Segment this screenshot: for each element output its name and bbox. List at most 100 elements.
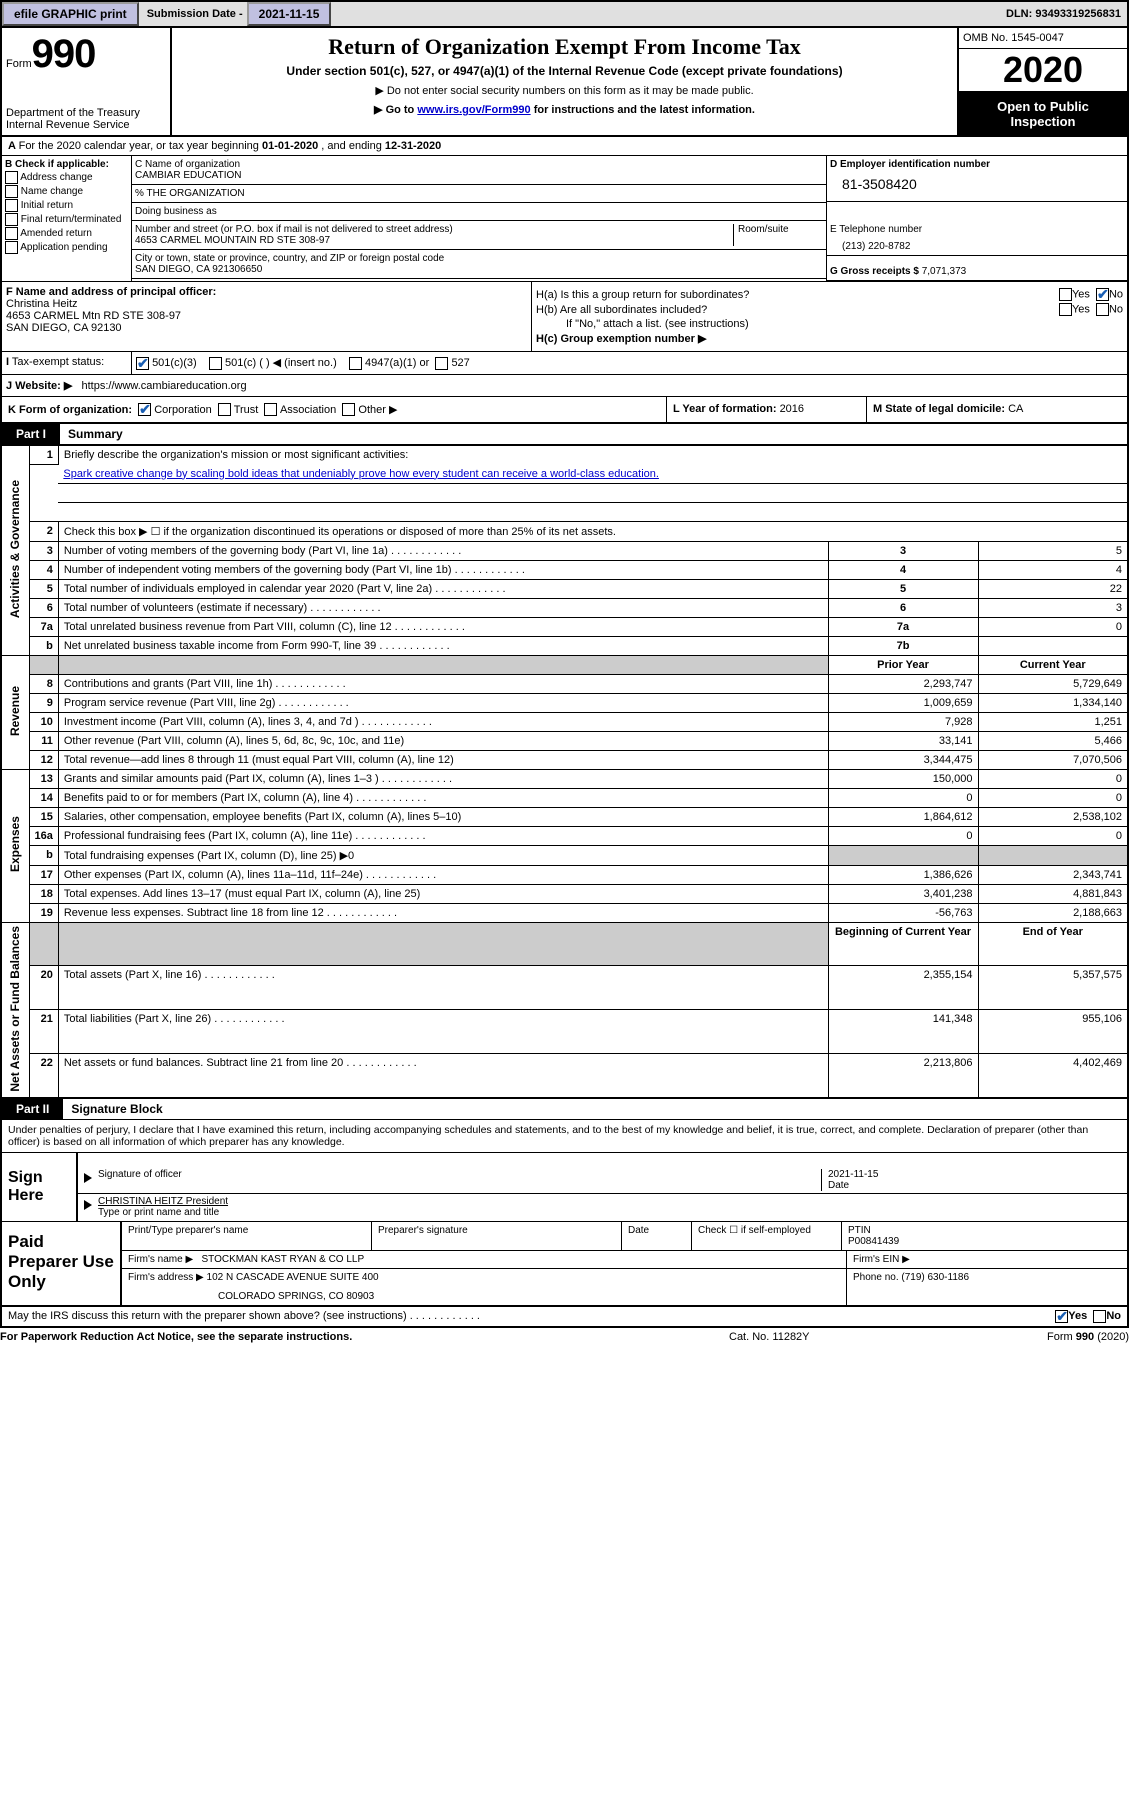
telephone: (213) 220-8782 — [830, 241, 910, 252]
firm-phone: (719) 630-1186 — [901, 1272, 969, 1283]
irs-discuss-yes[interactable] — [1055, 1310, 1068, 1323]
chk-amended-return[interactable]: Amended return — [5, 227, 128, 240]
chk-final-return[interactable]: Final return/terminated — [5, 213, 128, 226]
irs-discuss-row: May the IRS discuss this return with the… — [0, 1307, 1129, 1328]
form-subtitle: Under section 501(c), 527, or 4947(a)(1)… — [178, 64, 951, 78]
chk-corporation[interactable] — [138, 403, 151, 416]
chk-association[interactable] — [264, 403, 277, 416]
sign-here-label: Sign Here — [2, 1153, 78, 1221]
sign-arrow-icon — [84, 1169, 98, 1191]
street-address: 4653 CARMEL MOUNTAIN RD STE 308-97 — [135, 235, 330, 246]
dba-label: Doing business as — [132, 203, 826, 221]
sig-officer-label: Signature of officer — [98, 1169, 821, 1191]
form-version: Form 990 (2020) — [929, 1331, 1129, 1343]
line3-value: 5 — [978, 541, 1128, 560]
row-j-website: J Website: ▶ https://www.cambiareducatio… — [0, 375, 1129, 397]
line4-value: 4 — [978, 560, 1128, 579]
public-inspection: Open to Public Inspection — [959, 93, 1127, 135]
hb-label: H(b) Are all subordinates included? — [536, 304, 1053, 316]
line5-value: 22 — [978, 579, 1128, 598]
col-begin-year: Beginning of Current Year — [828, 922, 978, 966]
paid-preparer-label: Paid Preparer Use Only — [2, 1222, 122, 1305]
chk-name-change[interactable]: Name change — [5, 185, 128, 198]
ptin: P00841439 — [848, 1236, 899, 1247]
firm-address: 102 N CASCADE AVENUE SUITE 400 — [207, 1272, 379, 1283]
firm-name: STOCKMAN KAST RYAN & CO LLP — [202, 1254, 365, 1265]
catalog-number: Cat. No. 11282Y — [729, 1331, 929, 1343]
form-title: Return of Organization Exempt From Incom… — [178, 34, 951, 60]
officer-signature-name: CHRISTINA HEITZ President — [98, 1196, 228, 1207]
col-current-year: Current Year — [978, 655, 1128, 674]
row-i-status: I Tax-exempt status: 501(c)(3) 501(c) ( … — [0, 352, 1129, 375]
mission-text: Spark creative change by scaling bold id… — [58, 465, 1128, 484]
chk-application-pending[interactable]: Application pending — [5, 241, 128, 254]
topbar: efile GRAPHIC print Submission Date - 20… — [0, 0, 1129, 28]
col-prior-year: Prior Year — [828, 655, 978, 674]
chk-527[interactable] — [435, 357, 448, 370]
officer-address: 4653 CARMEL Mtn RD STE 308-97 SAN DIEGO,… — [6, 310, 181, 334]
dept-treasury: Department of the Treasury Internal Reve… — [6, 107, 166, 131]
perjury-statement: Under penalties of perjury, I declare th… — [2, 1120, 1127, 1153]
line6-value: 3 — [978, 598, 1128, 617]
chk-501c3[interactable] — [136, 357, 149, 370]
chk-4947[interactable] — [349, 357, 362, 370]
firm-ein-label: Firm's EIN ▶ — [847, 1251, 1127, 1268]
form-label: Form — [6, 58, 32, 70]
efile-print-button[interactable]: efile GRAPHIC print — [2, 2, 139, 26]
year-formation: 2016 — [780, 403, 804, 415]
row-fgh: F Name and address of principal officer:… — [0, 282, 1129, 352]
line7a-value: 0 — [978, 617, 1128, 636]
line7b-value — [978, 636, 1128, 655]
chk-trust[interactable] — [218, 403, 231, 416]
part2-tab: Part II — [2, 1099, 63, 1119]
chk-initial-return[interactable]: Initial return — [5, 199, 128, 212]
dln-label: DLN: 93493319256831 — [1006, 8, 1127, 20]
col-b-checkboxes: B Check if applicable: Address change Na… — [2, 156, 132, 281]
preparer-sig-label: Preparer's signature — [372, 1222, 622, 1250]
signature-block: Part II Signature Block Under penalties … — [0, 1099, 1129, 1307]
sign-arrow-icon-2 — [84, 1196, 98, 1218]
vtab-revenue: Revenue — [8, 686, 22, 736]
form-number: 990 — [32, 32, 96, 76]
part1-header: Part I Summary — [0, 424, 1129, 444]
ha-label: H(a) Is this a group return for subordin… — [536, 289, 1053, 301]
irs-discuss-no[interactable] — [1093, 1310, 1106, 1323]
summary-table: Activities & Governance 1 Briefly descri… — [0, 444, 1129, 1099]
city-state-zip: SAN DIEGO, CA 921306650 — [135, 264, 262, 275]
part1-tab: Part I — [2, 424, 60, 444]
org-name: CAMBIAR EDUCATION — [135, 170, 242, 181]
chk-501c[interactable] — [209, 357, 222, 370]
section-bcd: B Check if applicable: Address change Na… — [0, 156, 1129, 282]
paperwork-notice: For Paperwork Reduction Act Notice, see … — [0, 1331, 729, 1343]
website-url[interactable]: https://www.cambiareducation.org — [82, 380, 247, 392]
part1-title: Summary — [60, 424, 131, 444]
gross-receipts: 7,071,373 — [922, 266, 967, 277]
omb-number: OMB No. 1545-0047 — [959, 28, 1127, 49]
chk-address-change[interactable]: Address change — [5, 171, 128, 184]
suite-label: Room/suite — [733, 224, 823, 246]
care-of: % THE ORGANIZATION — [132, 185, 826, 203]
submission-label: Submission Date - — [143, 8, 247, 20]
preparer-name-label: Print/Type preparer's name — [122, 1222, 372, 1250]
irs-link[interactable]: www.irs.gov/Form990 — [417, 104, 530, 116]
ein: 81-3508420 — [830, 170, 1124, 198]
row-klm: K Form of organization: Corporation Trus… — [0, 397, 1129, 425]
state-domicile: CA — [1008, 403, 1023, 415]
form-header: Form990 Department of the Treasury Inter… — [0, 28, 1129, 137]
sig-date: 2021-11-15 — [828, 1169, 878, 1180]
self-employed-check[interactable]: Check ☐ if self-employed — [692, 1222, 842, 1250]
page-footer: For Paperwork Reduction Act Notice, see … — [0, 1328, 1129, 1346]
row-a-tax-year: A For the 2020 calendar year, or tax yea… — [0, 137, 1129, 156]
hb-note: If "No," attach a list. (see instruction… — [536, 318, 1123, 330]
chk-other[interactable] — [342, 403, 355, 416]
hc-label: H(c) Group exemption number ▶ — [536, 332, 1123, 345]
vtab-governance: Activities & Governance — [8, 480, 22, 618]
vtab-net-assets: Net Assets or Fund Balances — [8, 926, 22, 1092]
instr-ssn: ▶ Do not enter social security numbers o… — [178, 84, 951, 97]
instr-link: ▶ Go to www.irs.gov/Form990 for instruct… — [178, 103, 951, 116]
submission-date-button[interactable]: 2021-11-15 — [247, 2, 332, 26]
officer-name: Christina Heitz — [6, 298, 78, 310]
vtab-expenses: Expenses — [8, 816, 22, 872]
tax-year: 2020 — [959, 49, 1127, 93]
col-end-year: End of Year — [978, 922, 1128, 966]
